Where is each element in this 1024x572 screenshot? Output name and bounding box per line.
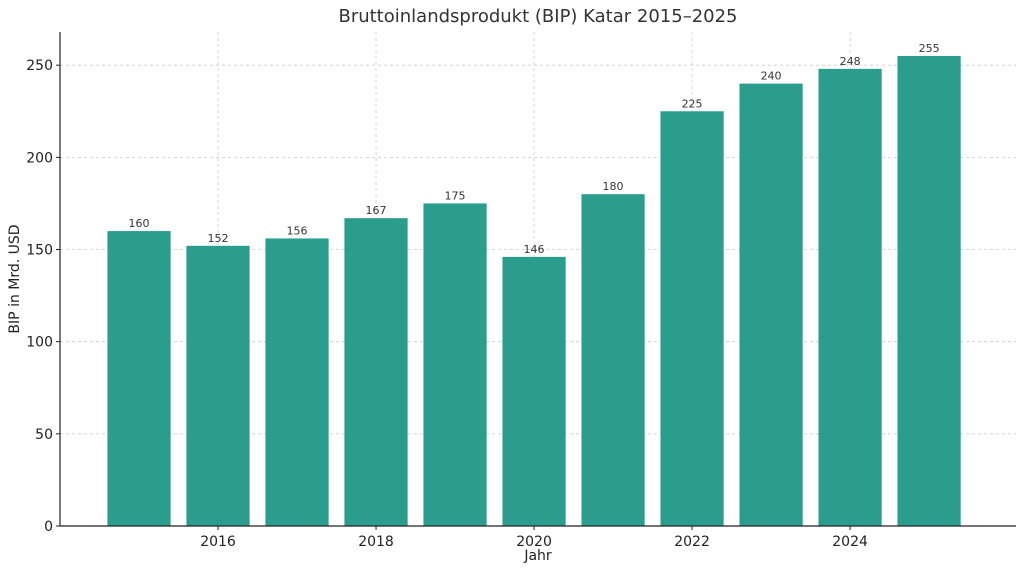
y-ticks: 0 50 100 150 200 250	[26, 58, 60, 535]
chart-title: Bruttoinlandsprodukt (BIP) Katar 2015–20…	[338, 6, 737, 27]
bar	[344, 218, 408, 527]
x-tick-label: 2024	[832, 534, 868, 550]
bar	[818, 68, 882, 527]
y-tick-label: 100	[26, 335, 53, 351]
bar	[739, 83, 803, 526]
bar	[581, 194, 645, 526]
y-tick-label: 250	[26, 58, 53, 74]
bar	[502, 256, 566, 526]
bar-value-label: 167	[366, 204, 387, 217]
bar	[265, 238, 329, 526]
bar	[423, 203, 487, 527]
y-tick-label: 50	[35, 427, 53, 443]
bar-value-label: 225	[682, 97, 703, 110]
bar-value-label: 240	[761, 70, 782, 83]
bar	[186, 245, 250, 526]
bar-value-label: 255	[919, 42, 940, 55]
bar	[107, 231, 171, 526]
bar-value-label: 175	[445, 189, 466, 202]
bars	[107, 55, 961, 527]
x-ticks: 2016 2018 2020 2022 2024	[200, 526, 868, 550]
y-axis-label: BIP in Mrd. USD	[7, 224, 23, 333]
value-labels: 160 152 156 167 175 146 180 225 240 248 255	[129, 42, 940, 256]
y-tick-label: 0	[44, 519, 53, 535]
bar-value-label: 180	[603, 180, 624, 193]
y-tick-label: 200	[26, 150, 53, 166]
bar-value-label: 160	[129, 217, 150, 230]
x-axis-label: Jahr	[523, 548, 552, 564]
y-tick-label: 150	[26, 243, 53, 259]
x-tick-label: 2022	[674, 534, 710, 550]
bar	[897, 55, 961, 527]
x-tick-label: 2016	[200, 534, 236, 550]
bar-value-label: 156	[287, 224, 308, 237]
x-tick-label: 2020	[516, 534, 552, 550]
bar-value-label: 152	[208, 232, 229, 245]
x-tick-label: 2018	[358, 534, 394, 550]
bar	[660, 111, 724, 526]
bar-value-label: 248	[840, 55, 861, 68]
bar-value-label: 146	[524, 243, 545, 256]
